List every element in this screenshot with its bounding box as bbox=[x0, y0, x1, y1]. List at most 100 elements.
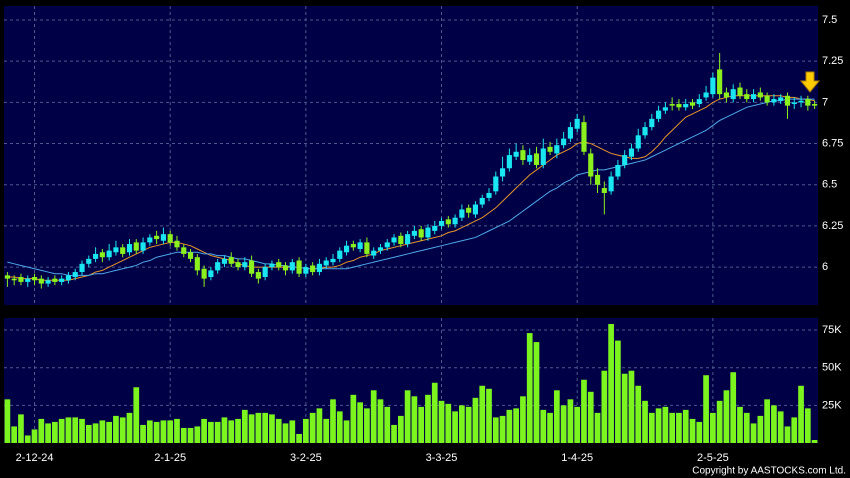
candle-body bbox=[452, 217, 458, 225]
candle-body bbox=[4, 275, 10, 279]
candle-body bbox=[594, 174, 601, 185]
volume-bar bbox=[289, 420, 296, 443]
volume-bar bbox=[140, 424, 146, 443]
volume-bar bbox=[676, 412, 682, 443]
volume-bar bbox=[330, 399, 336, 443]
x-tick-label: 2-5-25 bbox=[697, 452, 729, 464]
volume-bar bbox=[710, 412, 716, 443]
volume-bar bbox=[587, 391, 594, 443]
volume-bar bbox=[615, 340, 621, 443]
candle-body bbox=[472, 204, 479, 215]
candle-body bbox=[276, 262, 282, 268]
volume-bar bbox=[581, 379, 587, 443]
candle-body bbox=[31, 276, 38, 281]
candle-body bbox=[791, 102, 797, 105]
candle-body bbox=[262, 267, 268, 277]
volume-bar bbox=[472, 397, 479, 443]
volume-bar bbox=[214, 421, 221, 443]
volume-bar bbox=[804, 408, 811, 443]
y-tick-label: 25K bbox=[822, 399, 842, 411]
volume-bar bbox=[689, 418, 696, 443]
y-tick-label: 6.5 bbox=[822, 179, 837, 191]
volume-bar bbox=[255, 412, 262, 443]
volume-panel bbox=[4, 318, 818, 443]
x-tick-label: 2-1-25 bbox=[154, 452, 186, 464]
volume-bar bbox=[38, 418, 45, 443]
volume-bar bbox=[357, 402, 363, 443]
volume-bar bbox=[737, 406, 743, 443]
volume-bar bbox=[194, 426, 201, 443]
volume-bar bbox=[296, 433, 302, 443]
candle-body bbox=[703, 92, 709, 98]
volume-bar bbox=[811, 439, 818, 443]
x-tick-label: 3-2-25 bbox=[290, 452, 322, 464]
volume-bar bbox=[65, 417, 72, 443]
volume-bar bbox=[459, 405, 465, 443]
volume-bar bbox=[771, 405, 777, 443]
candle-body bbox=[18, 276, 24, 282]
candle-body bbox=[432, 225, 438, 231]
volume-bar bbox=[99, 420, 106, 443]
volume-bar bbox=[309, 412, 316, 443]
candle-body bbox=[398, 235, 404, 245]
volume-bar bbox=[520, 396, 526, 443]
candle-body bbox=[757, 92, 763, 98]
volume-bar bbox=[703, 375, 709, 443]
volume-bar bbox=[608, 324, 614, 443]
volume-bar bbox=[221, 417, 228, 443]
volume-bar bbox=[153, 421, 160, 443]
volume-bar bbox=[560, 405, 567, 443]
candle-body bbox=[310, 265, 316, 273]
candle-body bbox=[357, 242, 363, 249]
candle-body bbox=[343, 245, 350, 253]
volume-bar bbox=[438, 400, 445, 443]
volume-bar bbox=[764, 399, 770, 443]
candle-body bbox=[669, 104, 675, 106]
candle-body bbox=[25, 278, 31, 282]
candle-body bbox=[86, 258, 92, 264]
candle-body bbox=[38, 278, 44, 284]
candle-body bbox=[628, 148, 635, 157]
candle-body bbox=[466, 207, 472, 213]
candle-body bbox=[608, 176, 614, 192]
y-tick-label: 7.5 bbox=[822, 14, 837, 26]
volume-bar bbox=[174, 418, 180, 443]
candle-body bbox=[445, 219, 451, 225]
candle-body bbox=[710, 77, 716, 95]
candle-body bbox=[425, 227, 431, 238]
candle-body bbox=[601, 188, 607, 193]
volume-bar bbox=[391, 424, 397, 443]
volume-bar bbox=[79, 418, 85, 443]
candle-body bbox=[513, 151, 519, 157]
candle-body bbox=[126, 244, 133, 253]
volume-bar bbox=[601, 370, 608, 443]
volume-bar bbox=[716, 400, 723, 443]
volume-bar bbox=[669, 412, 676, 443]
volume-bar bbox=[425, 394, 431, 443]
volume-bar bbox=[540, 409, 547, 443]
candle-body bbox=[147, 237, 153, 243]
candle-body bbox=[187, 252, 194, 259]
candle-body bbox=[744, 94, 750, 100]
volume-bar bbox=[269, 414, 275, 443]
x-tick-label: 1-4-25 bbox=[561, 452, 593, 464]
volume-bar bbox=[85, 424, 92, 443]
candle-body bbox=[249, 260, 255, 274]
copyright: Copyright by AASTOCKS.com Ltd. bbox=[692, 466, 846, 477]
volume-bar bbox=[248, 414, 255, 443]
candle-body bbox=[228, 257, 234, 264]
candle-body bbox=[683, 104, 689, 108]
candle-body bbox=[289, 262, 295, 271]
candle-body bbox=[798, 100, 804, 103]
volume-bar bbox=[479, 385, 486, 443]
volume-bar bbox=[526, 333, 533, 443]
price-panel bbox=[4, 6, 818, 305]
volume-bar bbox=[533, 342, 540, 443]
candle-body bbox=[689, 102, 696, 106]
candle-body bbox=[506, 155, 512, 169]
candle-body bbox=[717, 69, 723, 95]
volume-bar bbox=[133, 387, 140, 443]
volume-bar bbox=[11, 426, 18, 443]
volume-bar bbox=[723, 390, 730, 443]
